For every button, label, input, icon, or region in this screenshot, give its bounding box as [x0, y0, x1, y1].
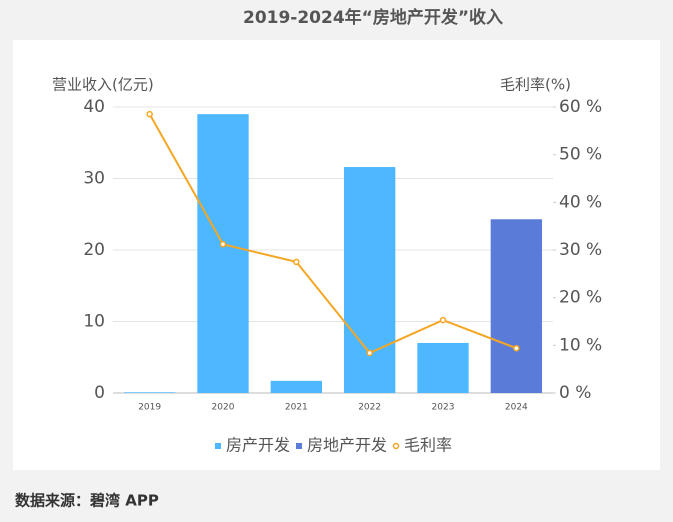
bar [124, 392, 176, 393]
y2-tick-label: 10 % [559, 335, 602, 355]
y2-tick-label: 40 % [559, 192, 602, 212]
legend-marker [392, 442, 400, 450]
bar [417, 342, 469, 393]
x-tick-label: 2024 [505, 403, 528, 413]
panel [13, 40, 660, 470]
y2-tick-label: 60 % [559, 97, 602, 117]
y2-tick-label: 0 % [559, 383, 591, 403]
y-tick-label: 30 [83, 169, 105, 189]
legend-label: 房产开发 [226, 436, 290, 455]
legend-label: 房地产开发 [307, 436, 387, 455]
bar [270, 380, 322, 393]
line-marker [513, 344, 520, 352]
line-marker [219, 241, 227, 248]
y-tick-label: 10 [83, 312, 105, 332]
chart-title: 2019-2024年“房地产开发”收入 [243, 7, 503, 28]
y2-tick-label: 50 % [559, 145, 602, 165]
y2-tick-label: 30 % [559, 240, 602, 260]
source: 数据来源：碧湾 APP [15, 492, 159, 510]
x-tick-label: 2021 [285, 403, 308, 413]
x-tick-label: 2022 [358, 403, 381, 413]
x-tick-label: 2020 [212, 403, 235, 413]
line-marker [439, 316, 447, 324]
line-marker [366, 349, 373, 357]
bar [344, 167, 396, 393]
x-tick-label: 2019 [138, 403, 161, 413]
y-tick-label: 0 [94, 383, 105, 403]
y-tick-label: 20 [83, 240, 105, 260]
line-marker [293, 258, 300, 266]
y-axis-label: 营业收入(亿元) [52, 76, 154, 94]
bar [490, 219, 542, 393]
legend-marker [215, 443, 221, 449]
legend-label: 毛利率 [404, 436, 452, 455]
legend-marker [296, 443, 303, 449]
y2-tick-label: 20 % [559, 288, 602, 308]
line [148, 113, 517, 355]
y2-axis-label: 毛利率(%) [500, 76, 571, 94]
y-tick-label: 40 [83, 97, 105, 117]
x-tick-label: 2023 [432, 403, 455, 413]
bar [197, 114, 249, 394]
line-marker [146, 110, 153, 118]
